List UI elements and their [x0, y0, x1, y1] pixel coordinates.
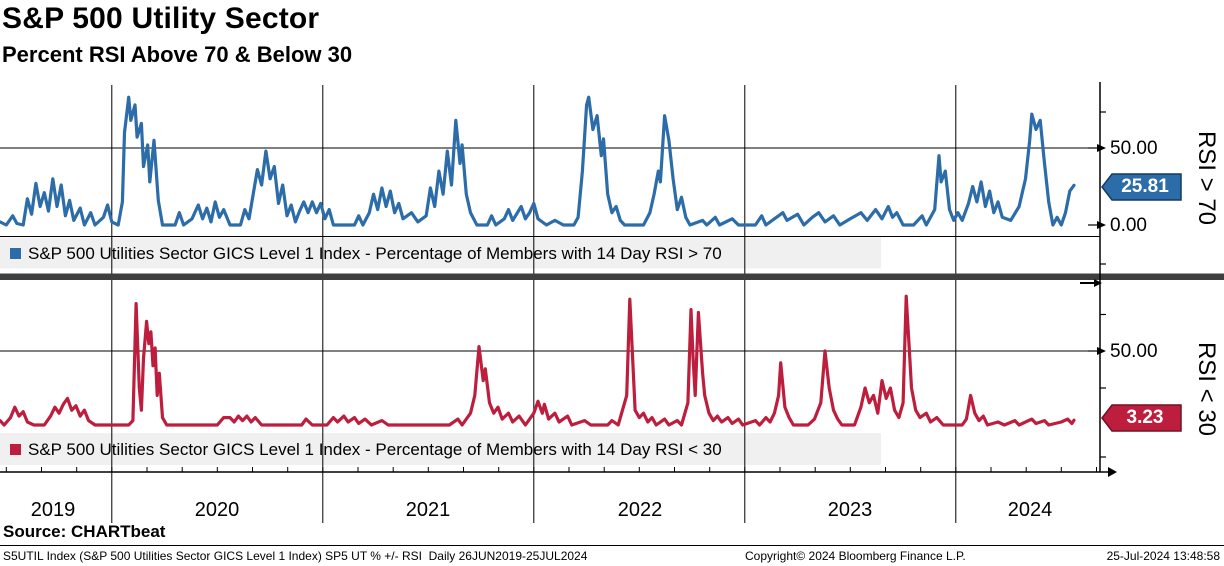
year-label-2020: 2020 — [194, 499, 240, 521]
year-label-2022: 2022 — [617, 499, 663, 521]
legend-top-label: S&P 500 Utilities Sector GICS Level 1 In… — [28, 243, 722, 263]
axis-tick-top-50: 50.00 — [1110, 138, 1158, 159]
last-value-badge-top: 25.81 — [1121, 176, 1169, 197]
legend-top-panel: S&P 500 Utilities Sector GICS Level 1 In… — [10, 238, 880, 269]
source-credit: Source: CHARTbeat — [3, 522, 166, 541]
axis-title-rsi-below-30: RSI < 30 — [1193, 341, 1220, 437]
red-series-marker-icon — [10, 444, 21, 455]
year-label-2019: 2019 — [30, 499, 76, 521]
axis-tick-top-0: 0.00 — [1110, 215, 1147, 236]
year-label-2023: 2023 — [827, 499, 873, 521]
page-title: S&P 500 Utility Sector — [2, 2, 320, 35]
footer-copyright: Copyright© 2024 Bloomberg Finance L.P. — [745, 549, 966, 563]
footer-security-info: S5UTIL Index (S&P 500 Utilities Sector G… — [3, 549, 588, 563]
legend-bottom-label: S&P 500 Utilities Sector GICS Level 1 In… — [28, 439, 722, 459]
footer-timestamp: 25-Jul-2024 13:48:58 — [1106, 549, 1220, 563]
year-label-2024: 2024 — [1007, 499, 1053, 521]
axis-tick-bottom-50: 50.00 — [1110, 341, 1158, 362]
blue-series-marker-icon — [10, 248, 21, 259]
footer-divider — [0, 545, 1224, 546]
page-subtitle: Percent RSI Above 70 & Below 30 — [2, 42, 353, 67]
axis-title-rsi-above-70: RSI > 70 — [1193, 130, 1220, 226]
legend-bottom-panel: S&P 500 Utilities Sector GICS Level 1 In… — [10, 434, 880, 465]
year-label-2021: 2021 — [405, 499, 451, 521]
last-value-badge-bottom: 3.23 — [1126, 407, 1164, 428]
